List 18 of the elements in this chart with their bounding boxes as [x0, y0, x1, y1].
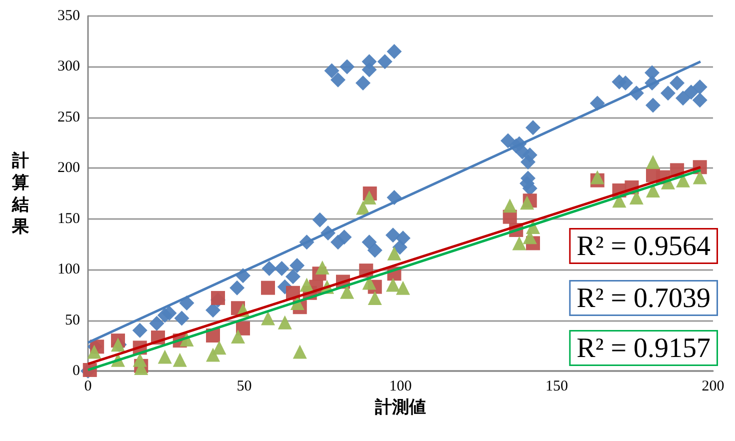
x-tick-label: 150 — [546, 378, 568, 394]
annotation: R² = 0.9564 — [576, 231, 711, 262]
x-tick-label: 50 — [236, 378, 252, 394]
y-tick-label: 100 — [58, 262, 80, 278]
annotation: R² = 0.7039 — [576, 283, 711, 314]
y-tick-label: 0 — [72, 363, 80, 379]
y-tick-label: 350 — [58, 8, 80, 24]
y-tick-label: 300 — [58, 58, 80, 75]
x-tick-label: 100 — [389, 378, 412, 394]
y-tick-label: 50 — [65, 312, 80, 328]
y-axis-title: 計算結果 — [11, 151, 30, 237]
y-tick-label: 200 — [58, 160, 80, 176]
x-tick-label: 0 — [84, 378, 92, 394]
annotation: R² = 0.9157 — [576, 333, 711, 364]
x-tick-label: 200 — [702, 378, 724, 394]
y-tick-label: 150 — [58, 210, 80, 227]
x-axis-title: 計測値 — [374, 397, 426, 418]
y-tick-label: 250 — [58, 109, 80, 126]
